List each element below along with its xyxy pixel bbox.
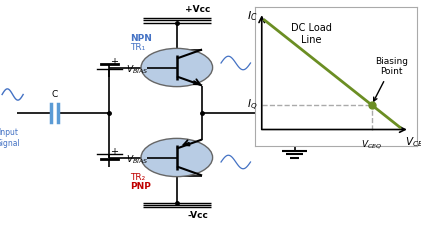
Text: $V_{BIAS}$: $V_{BIAS}$ — [126, 63, 149, 76]
Text: Input
Signal: Input Signal — [0, 128, 20, 148]
Text: -Vcc: -Vcc — [187, 212, 208, 220]
Text: +Vcc: +Vcc — [185, 4, 210, 13]
Text: $R_L$: $R_L$ — [307, 121, 320, 135]
Text: NPN: NPN — [131, 34, 152, 43]
Text: +: + — [109, 147, 118, 157]
Circle shape — [141, 48, 213, 87]
Text: TR₂: TR₂ — [131, 173, 146, 182]
Text: TR₁: TR₁ — [131, 43, 146, 52]
Text: PNP: PNP — [131, 182, 152, 191]
FancyBboxPatch shape — [284, 112, 305, 144]
Text: $V_{BIAS}$: $V_{BIAS}$ — [126, 153, 149, 166]
Text: DC Load
Line: DC Load Line — [290, 23, 331, 45]
Text: $I_Q$: $I_Q$ — [247, 97, 258, 112]
Text: Output: Output — [295, 90, 326, 99]
Text: C: C — [266, 90, 272, 99]
Text: +: + — [109, 57, 118, 67]
Circle shape — [141, 138, 213, 177]
Text: $V_{CEQ}$: $V_{CEQ}$ — [361, 138, 382, 151]
Text: Biasing
Point: Biasing Point — [374, 57, 408, 101]
Text: $I_C$: $I_C$ — [247, 9, 258, 22]
Text: C: C — [52, 90, 58, 99]
Text: $V_{CE}$: $V_{CE}$ — [405, 135, 421, 149]
